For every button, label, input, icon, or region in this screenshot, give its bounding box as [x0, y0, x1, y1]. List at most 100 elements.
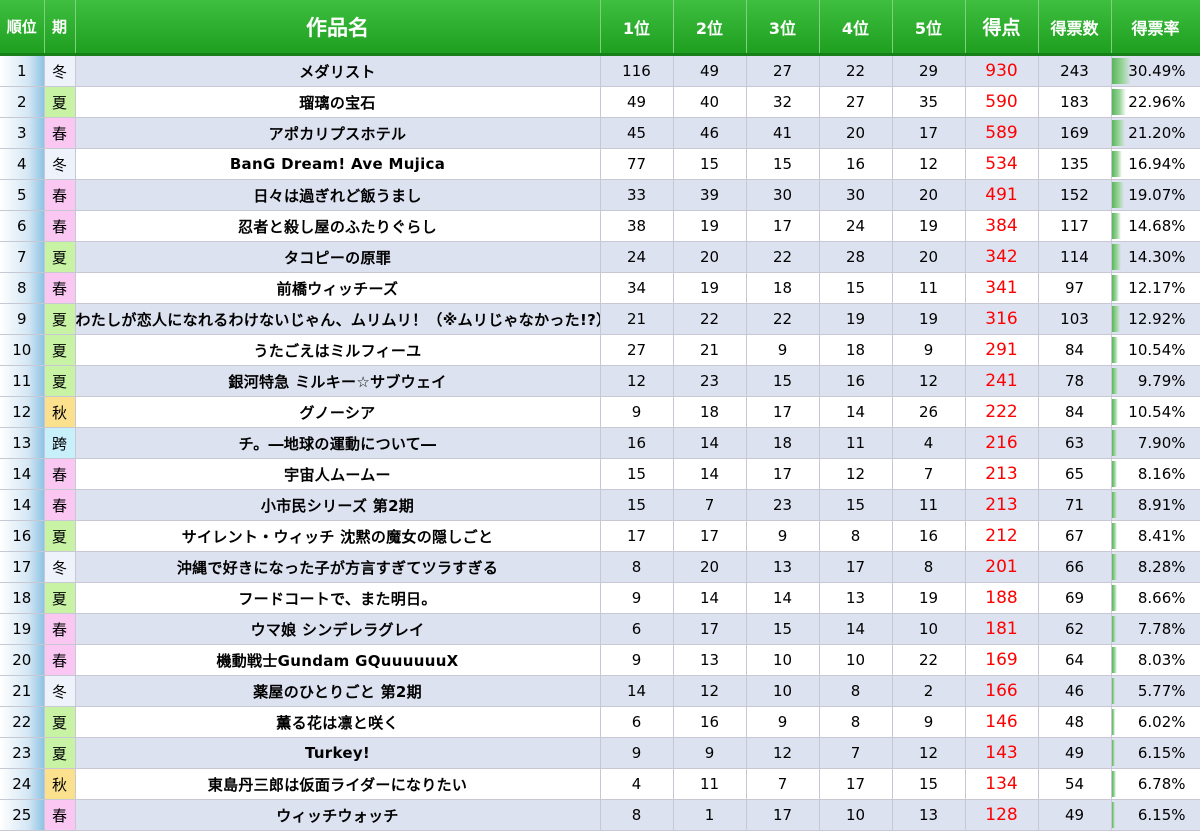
rank-cell: 25 — [0, 799, 45, 831]
third-place-cell: 13 — [746, 551, 820, 583]
first-place-cell: 6 — [600, 706, 674, 738]
rank-cell: 6 — [0, 210, 45, 242]
third-place-cell: 18 — [746, 427, 820, 459]
second-place-cell: 19 — [673, 210, 747, 242]
rank-cell: 24 — [0, 768, 45, 800]
fifth-place-cell: 29 — [892, 54, 966, 87]
table-row: 24 秋東島丹三郎は仮面ライダーになりたい 4 11 7 17 15 134 54 6.78% — [0, 768, 1200, 800]
rank-cell: 2 — [0, 86, 45, 118]
fourth-place-cell: 8 — [819, 520, 893, 552]
vote-rate-text: 16.94% — [1128, 155, 1186, 173]
fourth-place-cell: 8 — [819, 706, 893, 738]
second-place-cell: 21 — [673, 334, 747, 366]
season-cell: 春 — [44, 613, 76, 645]
fifth-place-cell: 17 — [892, 117, 966, 149]
rank-cell: 3 — [0, 117, 45, 149]
title-cell: チ。―地球の運動について― — [75, 427, 601, 459]
votes-cell: 97 — [1038, 272, 1112, 304]
votes-cell: 54 — [1038, 768, 1112, 800]
table-row: 22 夏薫る花は凛と咲く 6 16 9 8 9 146 48 6.02% — [0, 706, 1200, 738]
score-cell: 146 — [965, 706, 1039, 738]
vote-rate-bar — [1111, 802, 1116, 828]
votes-cell: 117 — [1038, 210, 1112, 242]
fourth-place-cell: 18 — [819, 334, 893, 366]
title-cell: BanG Dream! Ave Mujica — [75, 148, 601, 180]
table-row: 20 春機動戦士Gundam GQuuuuuuX 9 13 10 10 22 169 64 8.0… — [0, 644, 1200, 676]
title-cell: 前橋ウィッチーズ — [75, 272, 601, 304]
second-place-cell: 18 — [673, 396, 747, 428]
first-place-cell: 9 — [600, 737, 674, 769]
season-cell: 夏 — [44, 520, 76, 552]
fourth-place-cell: 24 — [819, 210, 893, 242]
vote-rate-text: 8.91% — [1137, 496, 1186, 514]
rank-cell: 1 — [0, 54, 45, 87]
vote-rate-text: 8.03% — [1137, 651, 1186, 669]
fifth-place-cell: 9 — [892, 334, 966, 366]
fourth-place-cell: 17 — [819, 768, 893, 800]
fifth-place-cell: 11 — [892, 272, 966, 304]
third-place-cell: 9 — [746, 334, 820, 366]
fourth-place-cell: 12 — [819, 458, 893, 490]
vote-rate-cell: 6.02% — [1111, 706, 1200, 738]
second-place-cell: 11 — [673, 768, 747, 800]
vote-rate-text: 7.90% — [1137, 434, 1186, 452]
fourth-place-cell: 17 — [819, 551, 893, 583]
first-place-cell: 4 — [600, 768, 674, 800]
votes-cell: 49 — [1038, 737, 1112, 769]
season-cell: 春 — [44, 799, 76, 831]
season-cell: 冬 — [44, 54, 76, 87]
season-cell: 冬 — [44, 675, 76, 707]
vote-rate-text: 8.28% — [1137, 558, 1186, 576]
score-cell: 213 — [965, 458, 1039, 490]
vote-rate-cell: 22.96% — [1111, 86, 1200, 118]
third-place-cell: 14 — [746, 582, 820, 614]
rank-cell: 12 — [0, 396, 45, 428]
table-row: 9 夏わたしが恋人になれるわけないじゃん、ムリムリ！（※ムリじゃなかった!?） 21… — [0, 303, 1200, 335]
title-cell: タコピーの原罪 — [75, 241, 601, 273]
title-cell: Turkey! — [75, 737, 601, 769]
vote-rate-bar — [1111, 492, 1118, 518]
rank-cell: 20 — [0, 644, 45, 676]
table-row: 6 春忍者と殺し屋のふたりぐらし 38 19 17 24 19 384 117 14.68% — [0, 210, 1200, 242]
season-cell: 春 — [44, 117, 76, 149]
second-place-cell: 13 — [673, 644, 747, 676]
vote-rate-cell: 9.79% — [1111, 365, 1200, 397]
fifth-place-cell: 11 — [892, 489, 966, 521]
season-cell: 春 — [44, 458, 76, 490]
first-place-cell: 45 — [600, 117, 674, 149]
vote-rate-text: 6.15% — [1137, 744, 1186, 762]
vote-rate-cell: 21.20% — [1111, 117, 1200, 149]
header-2nd: 2位 — [673, 0, 747, 56]
second-place-cell: 14 — [673, 427, 747, 459]
rank-cell: 13 — [0, 427, 45, 459]
vote-rate-cell: 12.17% — [1111, 272, 1200, 304]
fourth-place-cell: 19 — [819, 303, 893, 335]
fifth-place-cell: 22 — [892, 644, 966, 676]
rank-cell: 23 — [0, 737, 45, 769]
fifth-place-cell: 26 — [892, 396, 966, 428]
score-cell: 181 — [965, 613, 1039, 645]
vote-rate-text: 12.17% — [1128, 279, 1186, 297]
title-cell: サイレント・ウィッチ 沈黙の魔女の隠しごと — [75, 520, 601, 552]
vote-rate-bar — [1111, 461, 1117, 487]
votes-cell: 243 — [1038, 54, 1112, 87]
third-place-cell: 23 — [746, 489, 820, 521]
fifth-place-cell: 9 — [892, 706, 966, 738]
score-cell: 930 — [965, 54, 1039, 87]
table-row: 7 夏タコピーの原罪 24 20 22 28 20 342 114 14.30% — [0, 241, 1200, 273]
season-cell: 冬 — [44, 551, 76, 583]
third-place-cell: 17 — [746, 210, 820, 242]
rank-cell: 8 — [0, 272, 45, 304]
votes-cell: 69 — [1038, 582, 1112, 614]
season-cell: 夏 — [44, 334, 76, 366]
vote-rate-bar — [1111, 182, 1124, 208]
season-cell: 夏 — [44, 86, 76, 118]
vote-rate-text: 8.16% — [1137, 465, 1186, 483]
header-rank: 順位 — [0, 0, 45, 56]
title-cell: ウィッチウォッチ — [75, 799, 601, 831]
score-cell: 589 — [965, 117, 1039, 149]
score-cell: 384 — [965, 210, 1039, 242]
second-place-cell: 49 — [673, 54, 747, 87]
first-place-cell: 21 — [600, 303, 674, 335]
